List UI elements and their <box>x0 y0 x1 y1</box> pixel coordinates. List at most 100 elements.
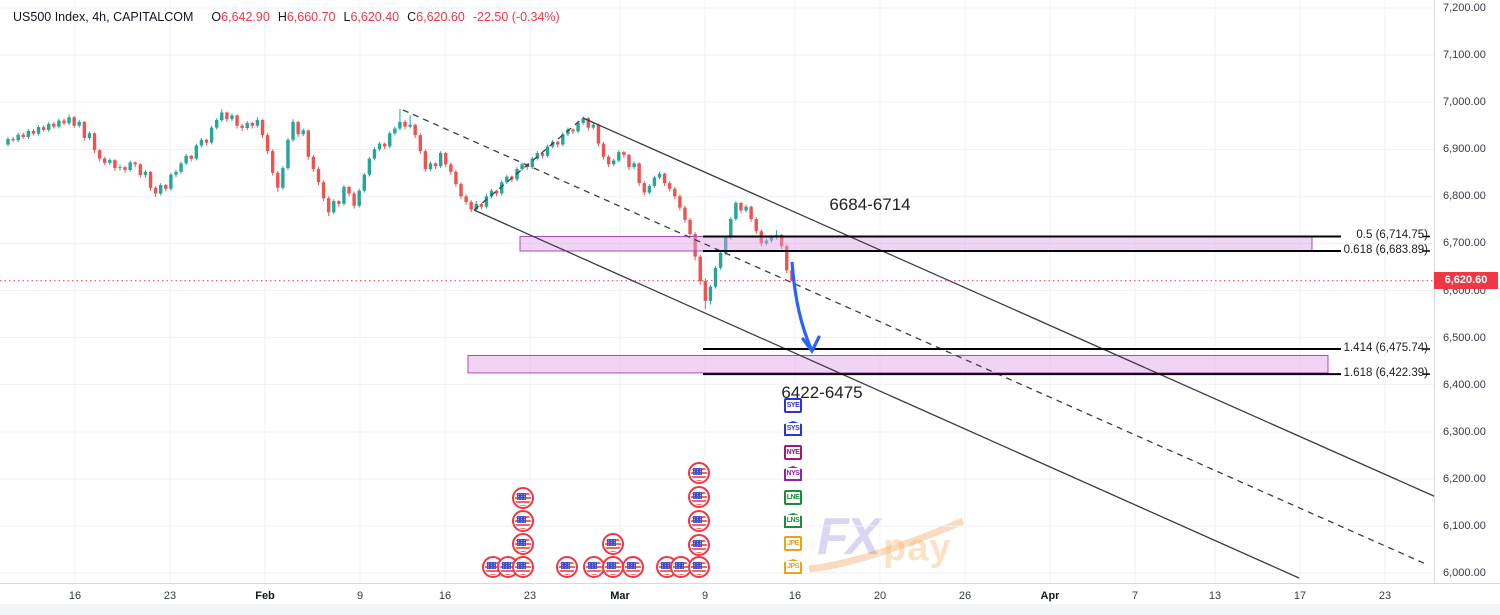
candle-down <box>464 196 468 202</box>
candle-down <box>668 183 672 189</box>
flag-canton <box>607 562 616 569</box>
us-economic-event-icon[interactable] <box>512 533 534 555</box>
candle-up <box>612 160 616 165</box>
us-economic-event-icon[interactable] <box>602 533 624 555</box>
candle-up <box>372 149 377 159</box>
candle-up <box>143 171 148 176</box>
us-economic-event-icon[interactable] <box>622 556 644 578</box>
candle-up <box>184 155 188 164</box>
candle-down <box>703 281 708 301</box>
candle-down <box>113 160 117 169</box>
candle-down <box>444 153 448 165</box>
us-economic-event-icon[interactable] <box>688 534 710 556</box>
session-marker-sye[interactable]: SYE <box>784 398 802 413</box>
candle-up <box>718 252 723 268</box>
candle-down <box>204 139 209 143</box>
candle-down <box>41 127 46 130</box>
candle-up <box>647 185 652 193</box>
us-economic-event-icon[interactable] <box>688 510 710 532</box>
candle-up <box>581 118 585 123</box>
annotation-resistance-zone: 6684-6714 <box>829 195 911 214</box>
candle-up <box>652 177 657 186</box>
time-axis-label: 16 <box>68 590 82 602</box>
us-economic-event-icon[interactable] <box>688 486 710 508</box>
us-economic-event-icon[interactable] <box>688 462 710 484</box>
us-economic-event-icon[interactable] <box>512 510 534 532</box>
flag-canton <box>693 540 702 547</box>
time-axis-label: 7 <box>1131 590 1139 602</box>
session-marker-jpe[interactable]: JPE <box>784 536 802 551</box>
price-zone <box>519 235 1313 252</box>
us-economic-event-icon[interactable] <box>512 487 534 509</box>
candle-up <box>708 286 713 301</box>
candle-down <box>596 124 601 144</box>
candle-up <box>438 153 443 167</box>
candle-down <box>586 118 590 128</box>
time-axis-label: Apr <box>1040 590 1060 602</box>
candle-down <box>153 187 158 194</box>
candle-down <box>423 151 428 170</box>
candle-up <box>713 267 718 287</box>
us-economic-event-icon[interactable] <box>688 556 710 578</box>
candle-up <box>36 127 41 134</box>
candle-up <box>489 190 494 197</box>
session-marker-sys[interactable]: SYS <box>784 421 802 436</box>
session-marker-lns[interactable]: LNS <box>784 513 802 528</box>
candle-down <box>276 172 280 188</box>
candle-down <box>662 173 667 184</box>
candle-up <box>566 129 570 135</box>
candle-up <box>255 120 260 126</box>
candle-up <box>764 240 769 244</box>
candle-down <box>785 246 789 271</box>
candle-up <box>520 164 524 170</box>
flag-canton <box>627 562 636 569</box>
candle-up <box>230 115 234 120</box>
us-economic-event-icon[interactable] <box>512 556 534 578</box>
price-axis-label: 7,000.00 <box>1443 96 1486 109</box>
price-axis-label: 6,700.00 <box>1443 237 1486 250</box>
low-label: L <box>343 10 351 24</box>
symbol-title[interactable]: US500 Index, 4h, CAPITALCOM <box>13 10 194 24</box>
price-axis-label: 6,000.00 <box>1443 567 1486 579</box>
candle-down <box>642 183 646 193</box>
us-economic-event-icon[interactable] <box>602 556 624 578</box>
candle-down <box>133 162 137 165</box>
candle-down <box>494 190 499 194</box>
candle-down <box>622 152 626 155</box>
candle-up <box>209 127 214 143</box>
us-economic-event-icon[interactable] <box>583 556 605 578</box>
flag-canton <box>693 468 702 475</box>
time-axis-label: 23 <box>1378 590 1392 602</box>
candle-down <box>72 117 76 126</box>
candle-up <box>505 176 509 183</box>
last-price-badge: 6,620.60 <box>1434 272 1498 290</box>
session-marker-nys[interactable]: NYS <box>784 466 802 481</box>
candle-down <box>779 234 784 247</box>
us-economic-event-icon[interactable] <box>556 556 578 578</box>
candle-down <box>673 188 677 197</box>
candle-up <box>47 123 51 130</box>
candle-down <box>418 135 422 152</box>
flag-canton <box>517 516 526 523</box>
price-axis[interactable]: 7,200.00 7,100.00 7,000.00 6,900.00 6,800.00… <box>1434 0 1500 583</box>
candle-down <box>225 112 229 120</box>
candle-up <box>16 134 20 141</box>
candle-down <box>326 198 331 213</box>
session-marker-nye[interactable]: NYE <box>784 445 802 460</box>
open-label: O <box>211 10 222 24</box>
session-marker-lne[interactable]: LNE <box>784 490 802 505</box>
flag-canton <box>588 562 597 569</box>
flag-canton <box>693 516 702 523</box>
candle-up <box>545 146 550 156</box>
candle-up <box>530 158 534 168</box>
time-axis-label: 13 <box>1208 590 1222 602</box>
candle-up <box>408 124 412 127</box>
fib-label-0.618: 0.618 (6,683.89) <box>1343 244 1428 256</box>
candle-down <box>449 164 453 172</box>
candle-up <box>220 112 224 121</box>
session-marker-jps[interactable]: JPS <box>784 559 802 574</box>
candle-up <box>393 128 397 134</box>
candle-down <box>479 203 484 207</box>
time-axis-label: 9 <box>701 590 709 602</box>
